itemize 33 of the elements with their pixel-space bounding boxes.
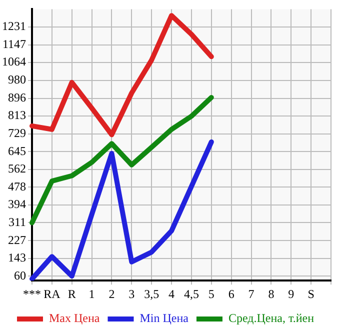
x-tick-label: 6 — [228, 286, 234, 301]
x-tick-label: 2 — [108, 286, 115, 301]
legend-label: Min Цена — [140, 311, 190, 326]
y-tick-label: 645 — [8, 144, 26, 158]
y-tick-label: 896 — [8, 90, 26, 104]
x-tick-label: R — [68, 286, 76, 301]
y-tick-label: 562 — [8, 162, 26, 176]
x-tick-label: *** — [23, 286, 41, 301]
y-tick-label: 143 — [8, 250, 26, 265]
y-tick-label: 394 — [8, 197, 26, 212]
x-tick-label: 7 — [248, 286, 254, 301]
x-tick-label: 1 — [88, 286, 95, 301]
x-tick-label: 3 — [128, 286, 135, 301]
x-tick-label: 3,5 — [144, 286, 160, 301]
y-tick-label: 1231 — [2, 19, 26, 34]
x-tick-label: 9 — [288, 286, 294, 301]
x-tick-label: S — [308, 286, 314, 301]
y-tick-label: 1147 — [2, 37, 26, 52]
y-tick-label: 311 — [8, 214, 26, 229]
y-tick-label: 478 — [8, 179, 26, 194]
y-tick-label: 729 — [8, 126, 26, 140]
x-tick-label: RA — [44, 286, 61, 301]
y-tick-label: 980 — [8, 72, 26, 87]
y-tick-label: 60 — [14, 268, 26, 282]
x-tick-label: 5 — [208, 286, 214, 301]
y-tick-label: 1064 — [2, 54, 26, 69]
y-tick-label: 227 — [8, 232, 26, 247]
x-tick-label: 8 — [268, 286, 274, 301]
y-tick-label: 813 — [8, 108, 26, 122]
x-tick-label: 4,5 — [184, 286, 199, 301]
legend-label: Max Цена — [48, 311, 100, 326]
x-tick-label: 4 — [168, 286, 175, 301]
legend-label: Сред.Цена, т.йен — [228, 311, 315, 326]
